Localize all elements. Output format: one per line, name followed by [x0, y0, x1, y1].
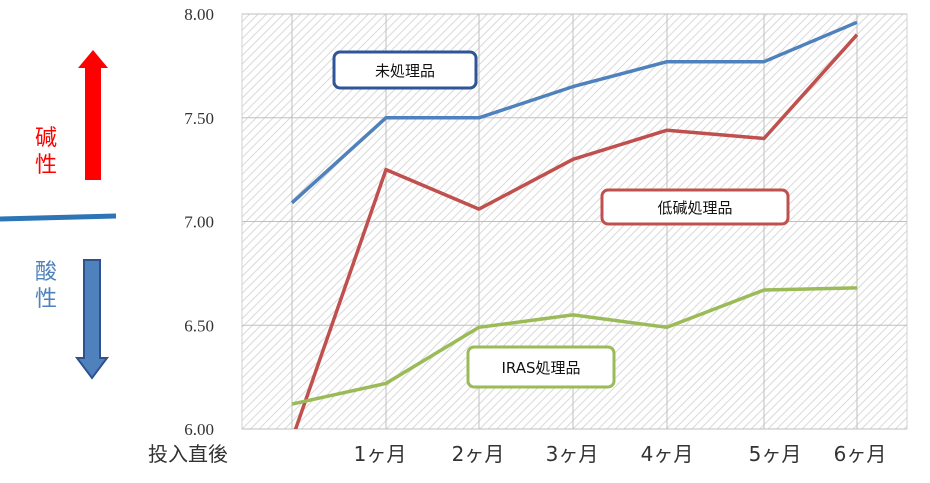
legend-label-untreated: 未処理品 [375, 62, 435, 80]
series-line-0 [290, 20, 858, 205]
x-tick-label: 投入直後 [148, 442, 228, 466]
alkaline-label-char-1: 碱 [35, 126, 57, 151]
series-line-2 [291, 286, 858, 406]
legend-label-iras: IRAS処理品 [501, 359, 580, 377]
y-tick-label: 6.00 [184, 420, 214, 439]
x-axis: 投入直後 1ヶ月 2ヶ月 3ヶ月 4ヶ月 5ヶ月 6ヶ月 [148, 442, 886, 466]
series-line-1 [293, 33, 859, 429]
x-tick-label: 4ヶ月 [641, 442, 694, 466]
acidic-label-char-1: 酸 [35, 260, 57, 285]
legend-box-low-alkali: 低碱処理品 [600, 188, 790, 226]
alkaline-arrow [78, 50, 108, 180]
x-tick-label: 5ヶ月 [749, 442, 802, 466]
legend-box-untreated: 未処理品 [332, 50, 478, 90]
y-tick-label: 7.00 [184, 213, 214, 232]
x-tick-label: 2ヶ月 [452, 442, 505, 466]
x-tick-label: 3ヶ月 [546, 442, 599, 466]
y-tick-label: 6.50 [184, 316, 214, 335]
series-lines [290, 20, 859, 429]
y-tick-label: 8.00 [184, 5, 214, 24]
y-tick-label: 7.50 [184, 109, 214, 128]
y-axis: 6.00 6.50 7.00 7.50 8.00 [184, 5, 214, 439]
legend-label-low-alkali: 低碱処理品 [657, 199, 732, 217]
x-tick-label: 1ヶ月 [354, 442, 407, 466]
legend-box-iras: IRAS処理品 [466, 345, 616, 389]
neutral-divider [0, 213, 117, 222]
acidic-arrow [75, 259, 109, 380]
x-tick-label: 6ヶ月 [834, 442, 887, 466]
alkaline-label-char-2: 性 [35, 153, 57, 178]
acidic-label-char-2: 性 [35, 287, 57, 312]
